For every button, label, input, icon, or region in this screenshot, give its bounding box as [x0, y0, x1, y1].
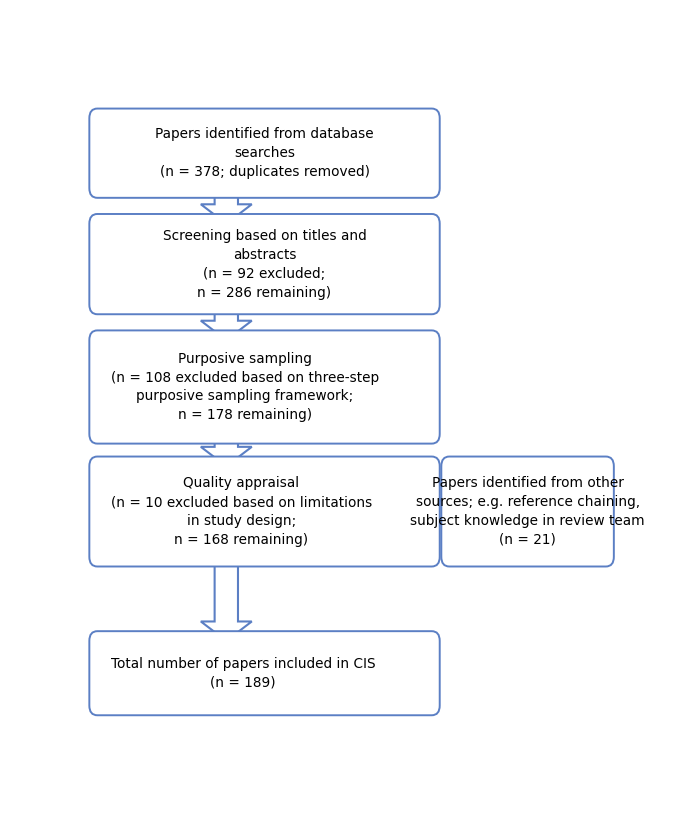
- Polygon shape: [201, 305, 252, 340]
- Polygon shape: [201, 434, 252, 466]
- Polygon shape: [201, 188, 252, 223]
- FancyBboxPatch shape: [89, 108, 440, 197]
- FancyBboxPatch shape: [89, 457, 440, 566]
- FancyBboxPatch shape: [89, 631, 440, 715]
- FancyBboxPatch shape: [89, 330, 440, 444]
- FancyBboxPatch shape: [89, 214, 440, 314]
- Text: Papers identified from database
searches
(n = 378; duplicates removed): Papers identified from database searches…: [155, 127, 374, 179]
- Text: Screening based on titles and
abstracts
(n = 92 excluded;
n = 286 remaining): Screening based on titles and abstracts …: [162, 228, 366, 300]
- Polygon shape: [201, 557, 252, 641]
- Polygon shape: [434, 486, 449, 538]
- Text: Total number of papers included in CIS
(n = 189): Total number of papers included in CIS (…: [110, 657, 375, 690]
- Text: Purposive sampling
(n = 108 excluded based on three-step
purposive sampling fram: Purposive sampling (n = 108 excluded bas…: [110, 352, 379, 423]
- Text: Papers identified from other
sources; e.g. reference chaining,
subject knowledge: Papers identified from other sources; e.…: [410, 476, 645, 547]
- Text: Quality appraisal
(n = 10 excluded based on limitations
in study design;
n = 168: Quality appraisal (n = 10 excluded based…: [110, 476, 372, 547]
- FancyBboxPatch shape: [441, 457, 614, 566]
